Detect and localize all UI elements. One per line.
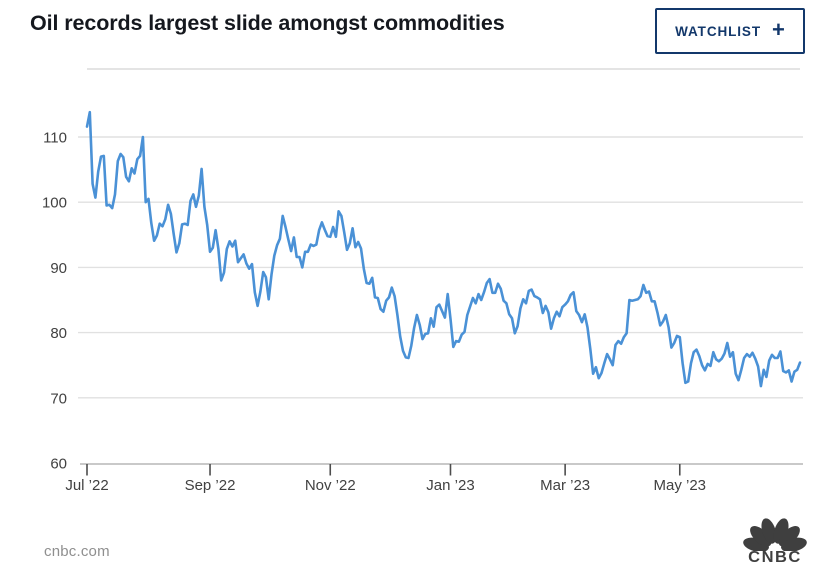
x-tick-label: Sep ’22 — [185, 477, 236, 494]
cnbc-logo: CNBC — [735, 513, 815, 567]
y-tick-label: 90 — [50, 260, 67, 277]
x-tick-label: Nov ’22 — [305, 477, 356, 494]
cnbc-logo-text: CNBC — [748, 548, 802, 566]
y-tick-label: 110 — [43, 130, 67, 147]
price-line — [85, 110, 802, 388]
watchlist-button[interactable]: WATCHLIST + — [655, 8, 805, 54]
source-attribution: cnbc.com — [44, 543, 110, 560]
y-tick-label: 60 — [50, 456, 67, 473]
watchlist-button-label: WATCHLIST — [675, 23, 761, 39]
plus-icon: + — [771, 17, 785, 42]
x-tick-label: Mar ’23 — [540, 477, 590, 494]
x-tick-label: May ’23 — [654, 477, 707, 494]
y-tick-label: 80 — [50, 325, 67, 342]
y-tick-label: 100 — [42, 195, 67, 212]
x-tick-label: Jul ’22 — [65, 477, 108, 494]
y-tick-label: 70 — [50, 390, 67, 407]
x-tick-label: Jan ’23 — [426, 477, 474, 494]
page-title: Oil records largest slide amongst commod… — [30, 11, 505, 35]
peacock-icon — [743, 518, 807, 551]
